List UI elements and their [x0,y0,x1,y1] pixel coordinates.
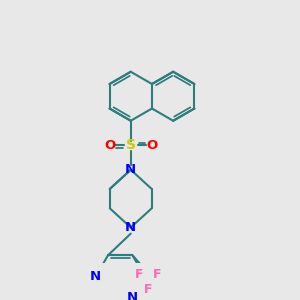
Text: N: N [90,270,101,283]
Text: O: O [146,139,158,152]
Text: N: N [127,291,138,300]
Text: F: F [135,268,144,281]
Text: S: S [126,138,136,152]
Text: N: N [125,163,136,176]
Text: N: N [125,221,136,234]
Text: F: F [144,283,152,296]
Text: O: O [104,139,116,152]
Text: F: F [153,268,161,281]
